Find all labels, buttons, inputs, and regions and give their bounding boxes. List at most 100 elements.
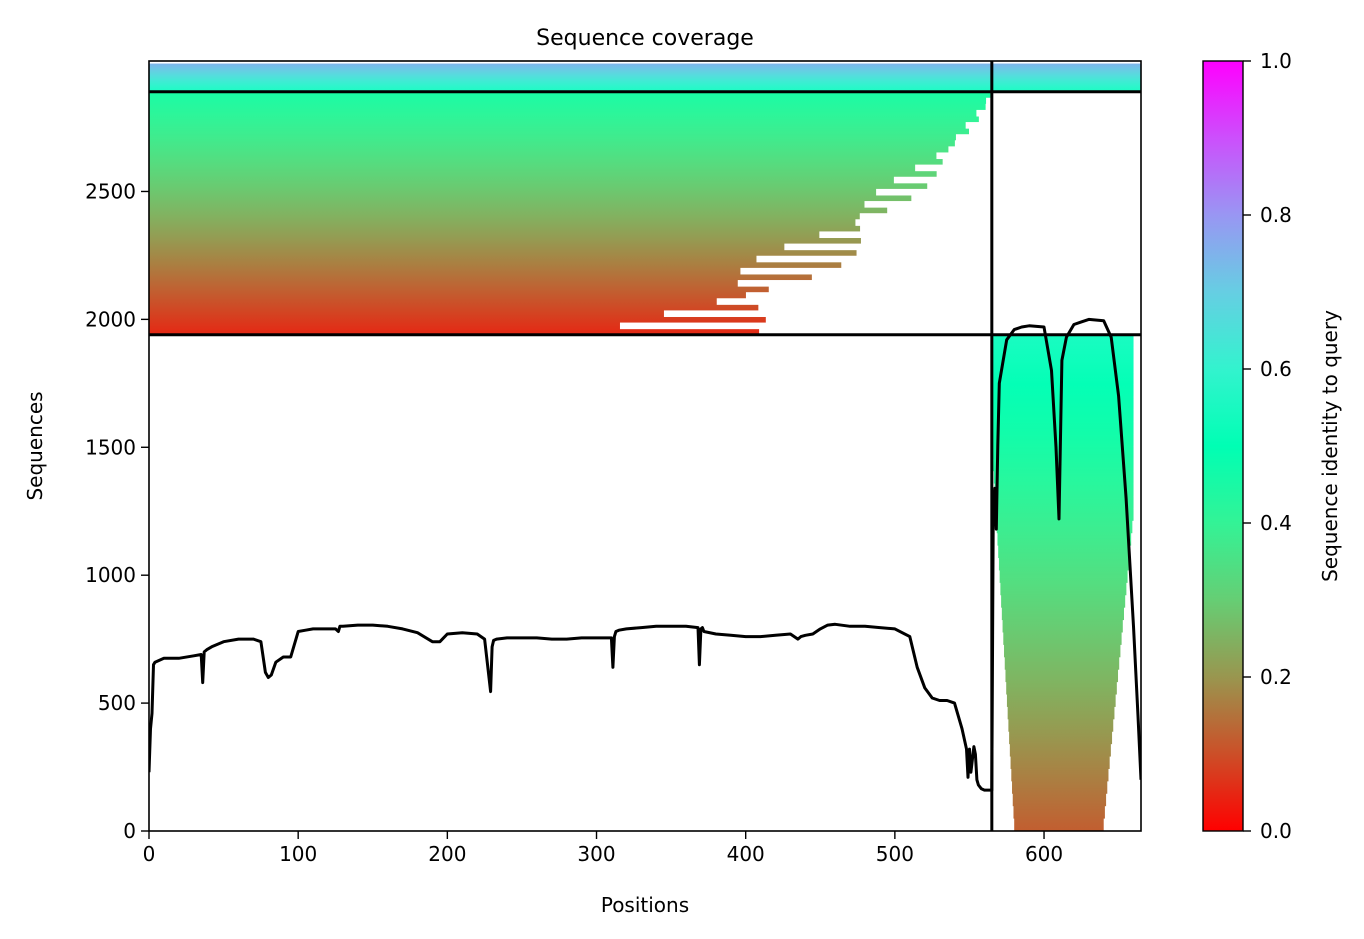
gap-segment	[991, 694, 1007, 708]
x-tick-label: 200	[428, 842, 466, 866]
colorbar-tick-label: 0.8	[1260, 203, 1292, 227]
gap-segment	[965, 122, 992, 129]
gap-segment	[991, 818, 1015, 831]
x-tick-label: 600	[1025, 842, 1063, 866]
gap-segment	[991, 793, 1013, 807]
x-axis-label: Positions	[601, 893, 689, 917]
gap-segment	[991, 632, 1004, 646]
chart-title: Sequence coverage	[536, 26, 754, 51]
gap-segment	[1126, 582, 1141, 596]
gap-segment	[1120, 644, 1141, 658]
gap-segment	[1122, 620, 1141, 633]
gap-segment	[991, 768, 1012, 782]
gap-segment	[745, 292, 992, 299]
gap-segment	[991, 706, 1008, 720]
gap-segment	[1112, 731, 1141, 745]
gap-segment	[991, 582, 1001, 596]
gap-segment	[1103, 818, 1141, 831]
gap-segment	[991, 756, 1011, 770]
colorbar-tick-label: 0.2	[1260, 665, 1292, 689]
gap-segment	[1133, 471, 1141, 485]
y-axis: 0 500 1000 1500 2000 2500	[85, 179, 149, 843]
gap-segment	[1106, 793, 1141, 807]
gap-segment	[991, 595, 1002, 609]
gap-segment	[1113, 719, 1141, 733]
gap-segment	[991, 607, 1002, 621]
gap-segment	[942, 158, 992, 166]
gap-segment	[1108, 768, 1141, 782]
gap-segment	[876, 188, 992, 196]
gap-segment	[1119, 657, 1141, 671]
gap-segment	[976, 109, 992, 117]
gap-segment	[1133, 371, 1141, 385]
gap-segment	[1133, 483, 1141, 497]
gap-segment	[1121, 632, 1141, 646]
gap-segment	[991, 644, 1005, 658]
gap-segment	[756, 255, 992, 263]
gap-segment	[1110, 744, 1141, 758]
gap-segment	[991, 533, 998, 547]
gap-segment	[955, 134, 992, 141]
plot-area	[149, 61, 1141, 831]
alignment-gaps	[619, 91, 1141, 831]
gap-segment	[1133, 384, 1141, 398]
gap-segment	[991, 781, 1013, 795]
gap-segment	[765, 316, 992, 324]
gap-segment	[991, 570, 1000, 584]
y-tick-label: 1500	[85, 435, 136, 459]
gap-segment	[954, 140, 992, 147]
gap-segment	[737, 280, 992, 287]
gap-segment	[864, 201, 992, 208]
gap-segment	[619, 322, 992, 330]
x-tick-label: 300	[577, 842, 615, 866]
gap-segment	[716, 298, 992, 305]
x-tick-label: 500	[876, 842, 914, 866]
gap-segment	[887, 207, 992, 214]
gap-segment	[1116, 682, 1141, 696]
gap-segment	[759, 328, 992, 336]
heatmap-block	[149, 63, 1141, 92]
gap-segment	[948, 146, 992, 153]
gap-segment	[1114, 706, 1141, 720]
gap-segment	[860, 225, 992, 232]
gap-segment	[969, 128, 992, 135]
colorbar-tick-label: 0.4	[1260, 511, 1292, 535]
gap-segment	[991, 669, 1006, 683]
gap-segment	[936, 170, 992, 178]
colorbar-gradient	[1202, 60, 1244, 832]
gap-segment	[927, 182, 992, 190]
x-axis: 0 100 200 300 400 500 600	[143, 831, 1063, 866]
colorbar: 0.0 0.2 0.4 0.6 0.8 1.0 Sequence identity to …	[1202, 49, 1342, 843]
colorbar-label: Sequence identity to query	[1318, 310, 1342, 582]
coverage-heatmap	[149, 63, 1141, 831]
gap-segment	[663, 310, 992, 317]
gap-segment	[758, 304, 992, 311]
gap-segment	[991, 682, 1007, 696]
gap-segment	[1133, 409, 1141, 423]
gap-segment	[985, 103, 992, 111]
gap-segment	[991, 806, 1014, 820]
gap-segment	[893, 176, 992, 184]
x-tick-label: 0	[143, 842, 156, 866]
gap-segment	[860, 237, 992, 245]
y-tick-label: 500	[98, 691, 136, 715]
gap-segment	[784, 243, 992, 251]
gap-segment	[1107, 781, 1141, 795]
gap-segment	[1109, 756, 1141, 770]
gap-segment	[856, 249, 992, 257]
y-tick-label: 1000	[85, 563, 136, 587]
gap-segment	[1133, 396, 1141, 410]
x-tick-label: 100	[279, 842, 317, 866]
gap-segment	[991, 558, 999, 571]
gap-segment	[1133, 458, 1141, 472]
colorbar-tick-label: 0.6	[1260, 357, 1292, 381]
y-tick-label: 2000	[85, 307, 136, 331]
gap-segment	[1133, 433, 1141, 447]
gap-segment	[986, 97, 992, 105]
gap-segment	[991, 545, 999, 559]
coverage-line	[149, 317, 1141, 792]
gap-segment	[855, 219, 992, 226]
colorbar-ticks: 0.0 0.2 0.4 0.6 0.8 1.0	[1243, 49, 1292, 843]
x-tick-label: 400	[727, 842, 765, 866]
